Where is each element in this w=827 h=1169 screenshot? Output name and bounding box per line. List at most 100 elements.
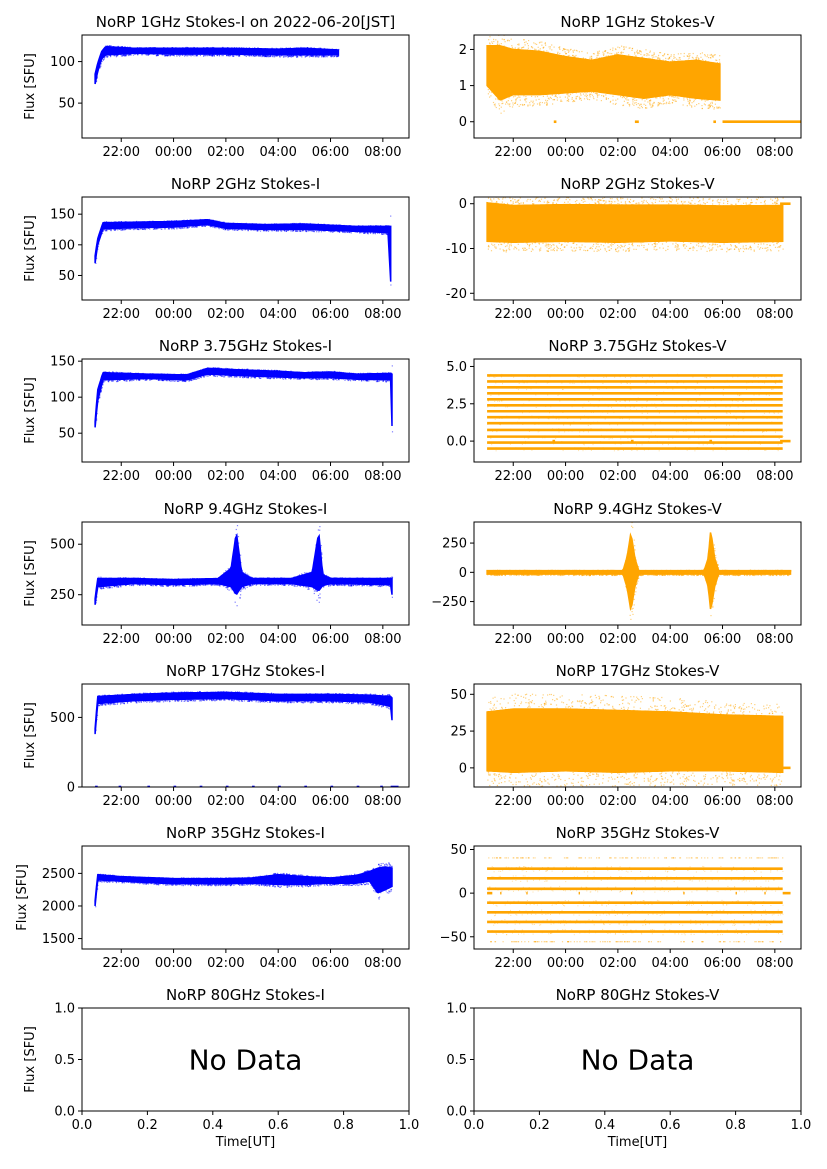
data-point <box>226 228 229 230</box>
data-point <box>511 423 513 425</box>
data-point <box>357 584 359 586</box>
data-point <box>118 228 120 230</box>
data-point <box>531 381 533 383</box>
data-point <box>624 400 626 401</box>
data-point <box>199 370 201 372</box>
data-point <box>524 99 526 101</box>
data-point <box>711 392 713 394</box>
data-point <box>737 406 739 408</box>
data-point <box>673 374 675 376</box>
data-point <box>133 228 135 230</box>
data-point <box>100 65 102 67</box>
data-point <box>564 96 566 98</box>
data-point <box>169 54 172 56</box>
data-point <box>251 48 253 50</box>
data-point <box>665 101 668 103</box>
data-point <box>512 96 515 98</box>
data-point <box>602 416 604 418</box>
data-point <box>771 388 772 390</box>
data-point <box>697 204 699 206</box>
data-point <box>141 47 143 49</box>
data-point <box>319 529 321 531</box>
data-point <box>667 98 670 100</box>
data-point <box>609 203 611 205</box>
data-point <box>672 95 675 97</box>
data-point <box>126 54 128 56</box>
data-point <box>509 443 511 445</box>
data-point <box>549 96 551 98</box>
data-point <box>306 47 309 49</box>
data-point <box>710 416 712 418</box>
data-point <box>735 410 737 412</box>
data-point <box>642 424 644 426</box>
panel-title: NoRP 2GHz Stokes-V <box>560 175 715 193</box>
data-point <box>534 48 536 50</box>
data-point <box>494 376 496 378</box>
data-point <box>330 56 332 58</box>
data-point <box>263 56 265 58</box>
data-point <box>627 248 630 250</box>
data-point <box>697 412 699 414</box>
data-point <box>540 381 542 383</box>
data-point <box>655 199 657 201</box>
data-point <box>144 584 147 586</box>
data-point <box>575 203 577 205</box>
data-point <box>730 245 732 247</box>
data-point <box>566 93 568 95</box>
data-point <box>560 244 562 246</box>
data-point <box>740 435 741 437</box>
data-point <box>180 578 182 581</box>
data-point <box>592 91 594 93</box>
data-point <box>762 431 763 433</box>
data-point <box>549 247 551 249</box>
data-point <box>717 246 719 248</box>
data-point <box>244 376 246 378</box>
data-point <box>506 202 509 204</box>
data-point <box>236 222 238 224</box>
data-point <box>597 200 599 202</box>
data-point <box>296 56 298 58</box>
data-point <box>332 56 334 58</box>
data-point <box>603 54 605 57</box>
data-point <box>303 574 305 576</box>
data-point <box>347 378 349 380</box>
data-point <box>669 57 671 59</box>
data-point <box>620 198 622 200</box>
data-point <box>535 430 537 432</box>
data-point <box>655 406 657 408</box>
data-point <box>289 55 291 57</box>
data-point <box>515 201 517 203</box>
data-point <box>219 584 221 586</box>
data-point <box>618 449 620 451</box>
data-point <box>123 577 125 579</box>
data-point <box>323 223 326 225</box>
data-point <box>358 225 360 227</box>
data-point <box>518 47 520 49</box>
data-point <box>662 444 664 446</box>
data-point <box>190 379 192 382</box>
data-point <box>236 54 238 57</box>
data-point <box>180 226 182 228</box>
data-point <box>359 225 361 227</box>
data-point <box>138 47 141 49</box>
data-point <box>598 202 600 204</box>
data-point <box>97 246 99 248</box>
data-point <box>725 411 727 413</box>
data-point <box>552 428 554 430</box>
data-point <box>169 373 171 375</box>
data-point <box>667 58 669 60</box>
data-point <box>547 417 549 419</box>
data-point <box>703 202 705 204</box>
data-point <box>295 48 297 50</box>
data-point <box>385 372 387 374</box>
data-point <box>255 584 257 586</box>
data-point <box>585 93 587 95</box>
data-point <box>365 379 367 381</box>
data-point <box>605 94 607 96</box>
data-point <box>194 378 196 380</box>
data-point <box>244 48 246 50</box>
data-point <box>517 43 519 46</box>
data-point <box>654 241 656 243</box>
data-point <box>684 244 686 246</box>
data-point <box>126 380 128 382</box>
